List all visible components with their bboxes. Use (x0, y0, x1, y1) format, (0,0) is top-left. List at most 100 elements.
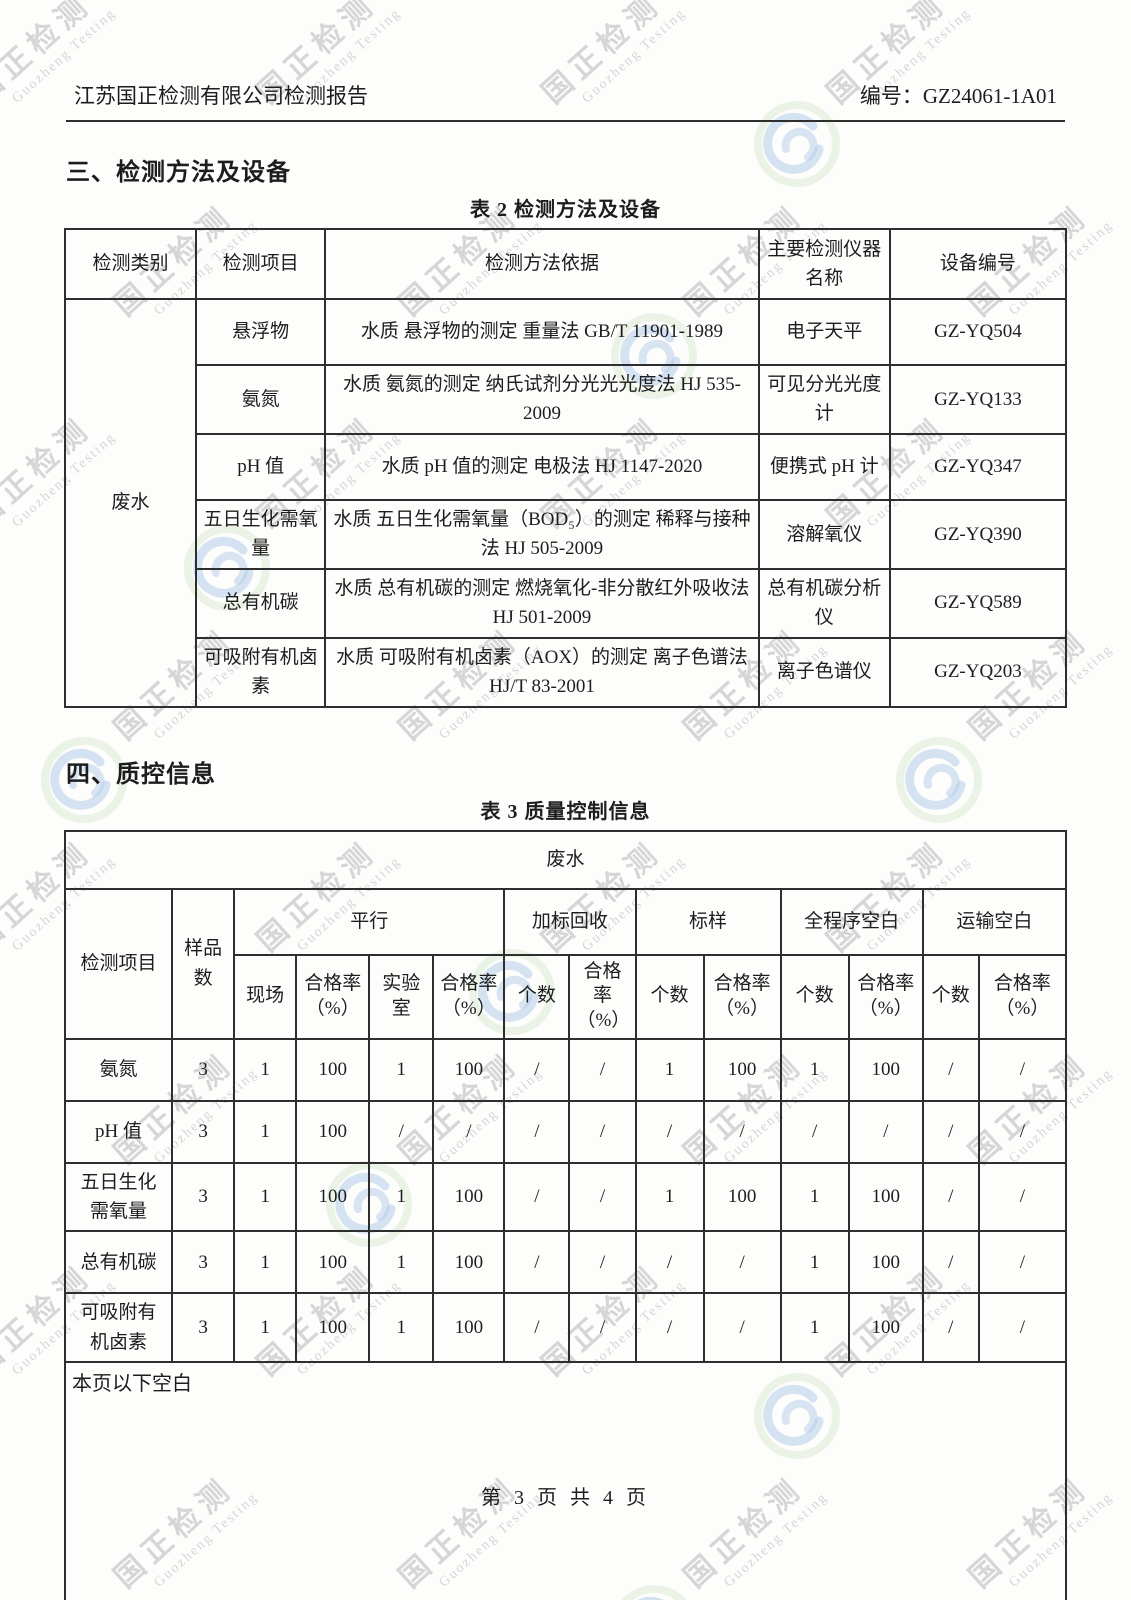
table2-instrument: 总有机碳分析仪 (757, 567, 891, 639)
qc-value: / (977, 1037, 1068, 1102)
table3-sub-header: 个数 (779, 953, 850, 1040)
qc-item: pH 值 (63, 1099, 174, 1164)
table2-equipno: GZ-YQ390 (888, 498, 1068, 570)
table3-sub-header: 合格率（%） (568, 953, 637, 1040)
qc-value: / (568, 1161, 637, 1233)
qc-value: 1 (634, 1161, 705, 1233)
table2-header-row: 检测类别 检测项目 检测方法依据 主要检测仪器名称 设备编号 (63, 228, 1068, 300)
qc-value: 1 (368, 1292, 435, 1364)
page-number: 第 3 页 共 4 页 (481, 1487, 650, 1509)
report-header: 江苏国正检测有限公司检测报告 编号：GZ24061-1A01 (66, 0, 1065, 122)
qc-value: / (368, 1099, 435, 1164)
qc-table-row: pH 值 3 1 100// / / / / / / / / (63, 1099, 1068, 1164)
table2-equipno: GZ-YQ347 (888, 432, 1068, 501)
qc-value: / (779, 1099, 850, 1164)
qc-value: / (503, 1161, 571, 1233)
qc-value: / (702, 1292, 782, 1364)
table3-sub-header: 个数 (634, 953, 705, 1040)
qc-value: 1 (233, 1292, 298, 1364)
qc-value: 100 (847, 1037, 924, 1102)
table2-item: 可吸附有机卤素 (195, 636, 327, 708)
table3-sub-header: 合格率（%） (847, 953, 924, 1040)
table3-group-parallel: 平行 (233, 887, 506, 956)
table2-header-category: 检测类别 (63, 228, 198, 300)
qc-value: / (568, 1292, 637, 1364)
qc-value: 100 (295, 1230, 371, 1295)
qc-value: 100 (432, 1292, 506, 1364)
qc-value: 1 (368, 1161, 435, 1233)
qc-value: 3 (171, 1037, 236, 1102)
table3-note-row: 本页以下空白 (64, 1361, 1067, 1600)
qc-value: / (921, 1230, 980, 1295)
table3-group-procedure-blank: 全程序空白 (779, 887, 924, 956)
qc-value: / (503, 1292, 571, 1364)
qc-table-row: 可吸附有机卤素 3 1 100 1 100// //1 100// (63, 1292, 1068, 1364)
blank-below-note: 本页以下空白 (64, 1361, 1067, 1600)
table3-group-spike: 加标回收 (503, 887, 637, 956)
quality-control-table: 废水 检测项目 样品数 平行 加标回收 标样 全程序空白 运输空白 现场 合格率… (63, 829, 1068, 1600)
qc-value: 1 (233, 1099, 298, 1164)
table3-sub-header-row: 现场 合格率（%） 实验室 合格率（%） 个数 合格率（%） 个数 合格率（%）… (65, 953, 1068, 1040)
table2-row: pH 值 水质 pH 值的测定 电极法 HJ 1147-2020 便携式 pH … (65, 432, 1068, 501)
table3-group-standard: 标样 (634, 887, 782, 956)
table2-header-equipno: 设备编号 (888, 228, 1068, 300)
qc-value: / (568, 1230, 637, 1295)
table2-equipno: GZ-YQ133 (888, 364, 1068, 435)
table2-instrument: 可见分光光度计 (757, 364, 891, 435)
table2-header-instrument: 主要检测仪器名称 (757, 228, 891, 300)
qc-value: 1 (634, 1037, 705, 1102)
table3-sub-header: 个数 (503, 953, 571, 1040)
qc-item: 氨氮 (63, 1037, 174, 1102)
table2-header-method: 检测方法依据 (324, 228, 760, 300)
table3-sub-header: 个数 (921, 953, 980, 1040)
table2-method: 水质 氨氮的测定 纳氏试剂分光光光度法 HJ 535-2009 (324, 364, 760, 435)
qc-value: / (921, 1037, 980, 1102)
table3-sub-header: 合格率（%） (432, 953, 506, 1040)
table2-item: pH 值 (195, 432, 327, 501)
qc-value: 100 (295, 1099, 371, 1164)
qc-item: 可吸附有机卤素 (63, 1292, 174, 1364)
qc-table-row: 总有机碳 3 1 100 1 100// //1 100// (63, 1230, 1068, 1295)
qc-value: / (432, 1099, 506, 1164)
report-title: 江苏国正检测有限公司检测报告 (74, 84, 368, 108)
qc-item: 五日生化需氧量 (63, 1161, 174, 1233)
table2-title: 表 2 检测方法及设备 (470, 199, 661, 221)
qc-value: / (634, 1292, 705, 1364)
table2-method: 水质 总有机碳的测定 燃烧氧化-非分散红外吸收法 HJ 501-2009 (324, 567, 760, 639)
table2-instrument: 溶解氧仪 (757, 498, 891, 570)
table2-method: 水质 可吸附有机卤素（AOX）的测定 离子色谱法 HJ/T 83-2001 (324, 636, 760, 708)
qc-value: 100 (295, 1037, 371, 1102)
table3-category-row: 废水 (64, 829, 1067, 890)
qc-value: / (634, 1230, 705, 1295)
table2-item: 悬浮物 (195, 298, 327, 366)
qc-value: 100 (295, 1161, 371, 1233)
table2-method: 水质 悬浮物的测定 重量法 GB/T 11901-1989 (324, 298, 760, 366)
table3-sub-header: 合格率（%） (977, 953, 1068, 1040)
qc-value: / (977, 1099, 1068, 1164)
table2-row: 总有机碳 水质 总有机碳的测定 燃烧氧化-非分散红外吸收法 HJ 501-200… (65, 567, 1068, 639)
table3-sub-header: 合格率（%） (702, 953, 782, 1040)
qc-value: 100 (432, 1037, 506, 1102)
qc-value: 3 (171, 1230, 236, 1295)
report-number-value: GZ24061-1A01 (922, 84, 1057, 108)
table2-item: 五日生化需氧量 (195, 498, 327, 570)
qc-value: / (568, 1099, 637, 1164)
qc-value: / (977, 1230, 1068, 1295)
qc-value: / (977, 1161, 1068, 1233)
table2-row: 五日生化需氧量 水质 五日生化需氧量（BOD₅）的测定 稀释与接种法 HJ 50… (65, 498, 1068, 570)
report-number: 编号：GZ24061-1A01 (860, 80, 1057, 110)
qc-value: 1 (779, 1292, 850, 1364)
table3-header-samples: 样品数 (171, 887, 236, 1040)
qc-value: 100 (847, 1292, 924, 1364)
qc-value: / (847, 1099, 924, 1164)
table2-category-cell: 废水 (63, 298, 198, 708)
qc-item: 总有机碳 (63, 1230, 174, 1295)
qc-value: / (634, 1099, 705, 1164)
qc-value: / (702, 1099, 782, 1164)
qc-value: / (921, 1292, 980, 1364)
table3-header-item: 检测项目 (63, 887, 174, 1040)
qc-value: 100 (702, 1161, 782, 1233)
qc-value: 1 (368, 1230, 435, 1295)
qc-value: 100 (847, 1161, 924, 1233)
